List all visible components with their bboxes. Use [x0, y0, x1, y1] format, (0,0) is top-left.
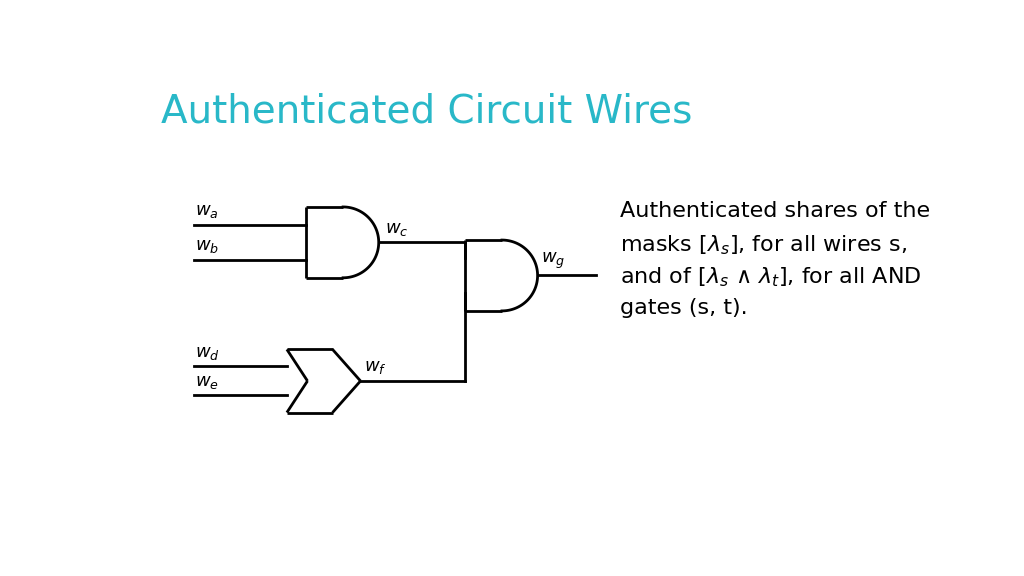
Text: $w_d$: $w_d$: [196, 344, 220, 362]
Text: masks [$\lambda_s$], for all wires s,: masks [$\lambda_s$], for all wires s,: [621, 233, 907, 257]
Text: Authenticated shares of the: Authenticated shares of the: [621, 201, 930, 221]
Text: $w_g$: $w_g$: [542, 251, 565, 271]
Text: gates (s, t).: gates (s, t).: [621, 298, 748, 318]
Text: $w_b$: $w_b$: [196, 237, 219, 256]
Text: $w_f$: $w_f$: [365, 358, 387, 376]
Text: $w_c$: $w_c$: [385, 220, 409, 238]
Text: $w_a$: $w_a$: [196, 202, 219, 220]
Text: $w_e$: $w_e$: [196, 373, 219, 391]
Text: Authenticated Circuit Wires: Authenticated Circuit Wires: [161, 93, 692, 131]
Text: and of [$\lambda_s$ $\wedge$ $\lambda_t$], for all AND: and of [$\lambda_s$ $\wedge$ $\lambda_t$…: [621, 266, 922, 289]
